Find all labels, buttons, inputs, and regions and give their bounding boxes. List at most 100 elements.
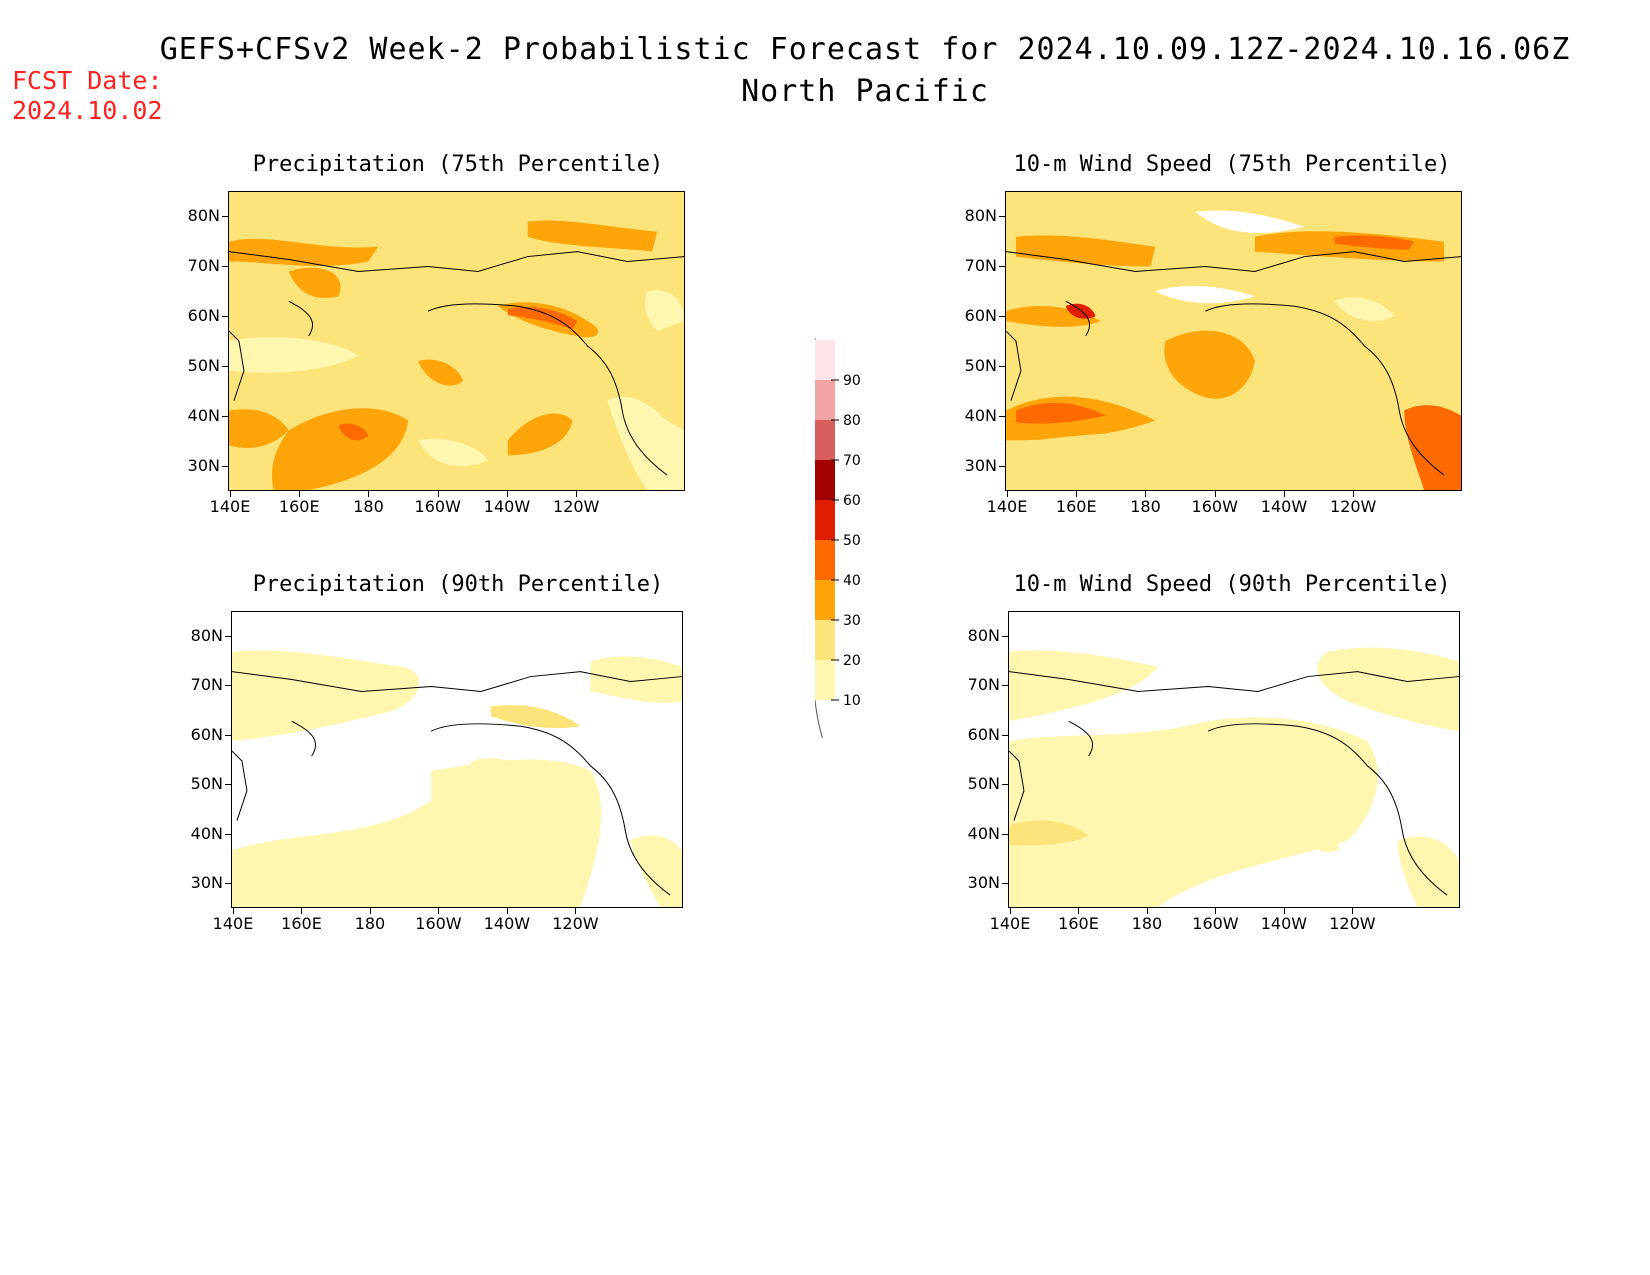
lon-label: 140E [209,497,251,516]
lon-tick [576,491,578,497]
map-wind-75-shading [1006,192,1461,490]
lon-label: 160E [1058,914,1099,933]
lon-tick [506,491,508,497]
lat-label: 40N [964,406,997,425]
colorbar-swatch [815,460,835,500]
lon-tick [438,908,440,914]
lon-tick [301,908,303,914]
lat-label: 60N [190,724,223,744]
lat-tick [1002,685,1008,687]
lat-label: 60N [187,306,220,325]
panel-title-wind-75: 10-m Wind Speed (75th Percentile) [1013,152,1451,177]
colorbar-swatch [815,660,835,700]
lat-label: 60N [964,306,997,325]
lon-label: 140W [1260,497,1308,516]
lat-label: 60N [967,724,1000,744]
lat-label: 70N [187,256,220,275]
lat-label: 80N [967,626,1000,645]
lon-tick [299,491,301,497]
lat-label: 40N [190,823,223,843]
lat-label: 50N [964,356,997,375]
lat-label: 30N [190,873,223,892]
colorbar-label: 50 [843,533,861,549]
lon-tick [230,491,231,497]
figure-title: GEFS+CFSv2 Week-2 Probabilistic Forecast… [159,32,1571,67]
colorbar-label: 10 [843,693,861,709]
lat-tick [222,266,228,267]
lat-tick [999,416,1005,417]
lon-label: 120W [1330,497,1377,516]
lon-label: 140W [483,497,531,516]
colorbar-swatch [815,500,835,540]
fcst-date-label: FCST Date: [12,66,163,95]
lat-tick [225,636,231,637]
lon-tick [233,908,234,914]
lon-label: 120W [553,497,600,516]
colorbar-swatch [815,380,835,420]
lon-label: 160E [281,914,322,933]
lat-tick [222,316,228,317]
lon-tick [437,491,439,497]
colorbar-swatch [815,420,835,460]
lon-label: 140E [212,914,254,933]
lon-label: 140W [483,914,531,933]
lat-label: 30N [967,873,1000,892]
lon-label: 160W [414,497,461,516]
lon-tick [368,491,370,497]
colorbar: 10 20 30 40 50 60 70 80 90 [815,338,861,738]
lon-tick [369,908,371,914]
colorbar-label: 30 [843,613,861,629]
lon-label: 140E [989,914,1031,933]
lat-label: 70N [964,256,997,275]
lat-label: 70N [967,675,1000,695]
lat-label: 50N [187,356,220,375]
colorbar-label: 90 [843,373,861,389]
lon-label: 180 [1130,497,1161,516]
colorbar-swatch [815,580,835,620]
map-precip-90 [231,611,683,908]
colorbar-end-arrow [815,338,816,341]
map-precip-75 [228,191,685,491]
lon-tick [1214,491,1216,497]
lon-label: 180 [1131,914,1163,933]
lon-label: 180 [354,914,386,933]
lat-tick [225,734,231,736]
lat-tick [1002,636,1008,637]
lat-tick [225,784,231,786]
lon-tick [1283,491,1285,497]
lon-label: 160E [278,497,320,516]
colorbar-swatch [815,540,835,580]
colorbar-label: 70 [843,453,861,469]
lon-tick [1353,491,1355,497]
figure-region: North Pacific [741,74,989,109]
lat-label: 80N [190,626,223,645]
lat-tick [999,316,1005,317]
lon-label: 120W [1329,914,1376,933]
lon-tick [575,908,577,914]
lon-tick [1146,908,1148,914]
colorbar-end-arrow [815,699,823,738]
colorbar-label: 80 [843,413,861,429]
map-precip-90-shading [232,612,682,907]
lat-label: 50N [190,774,223,794]
lat-tick [225,685,231,687]
colorbar-label: 20 [843,653,861,669]
map-wind-75 [1005,191,1462,491]
lat-label: 50N [967,774,1000,794]
colorbar-swatch [815,620,835,660]
lat-tick [222,216,228,217]
lon-tick [1078,908,1080,914]
panel-title-precip-90: Precipitation (90th Percentile) [252,572,664,597]
lon-tick [1352,908,1354,914]
lat-label: 80N [187,206,220,225]
lat-tick [225,833,231,835]
lat-tick [222,466,228,467]
lat-label: 30N [187,456,220,475]
lat-label: 70N [190,675,223,695]
lon-label: 180 [353,497,384,516]
panel-title-precip-75: Precipitation (75th Percentile) [252,152,664,177]
lat-label: 40N [967,823,1000,843]
lat-label: 40N [187,406,220,425]
lat-label: 30N [964,456,997,475]
lat-tick [225,883,231,884]
